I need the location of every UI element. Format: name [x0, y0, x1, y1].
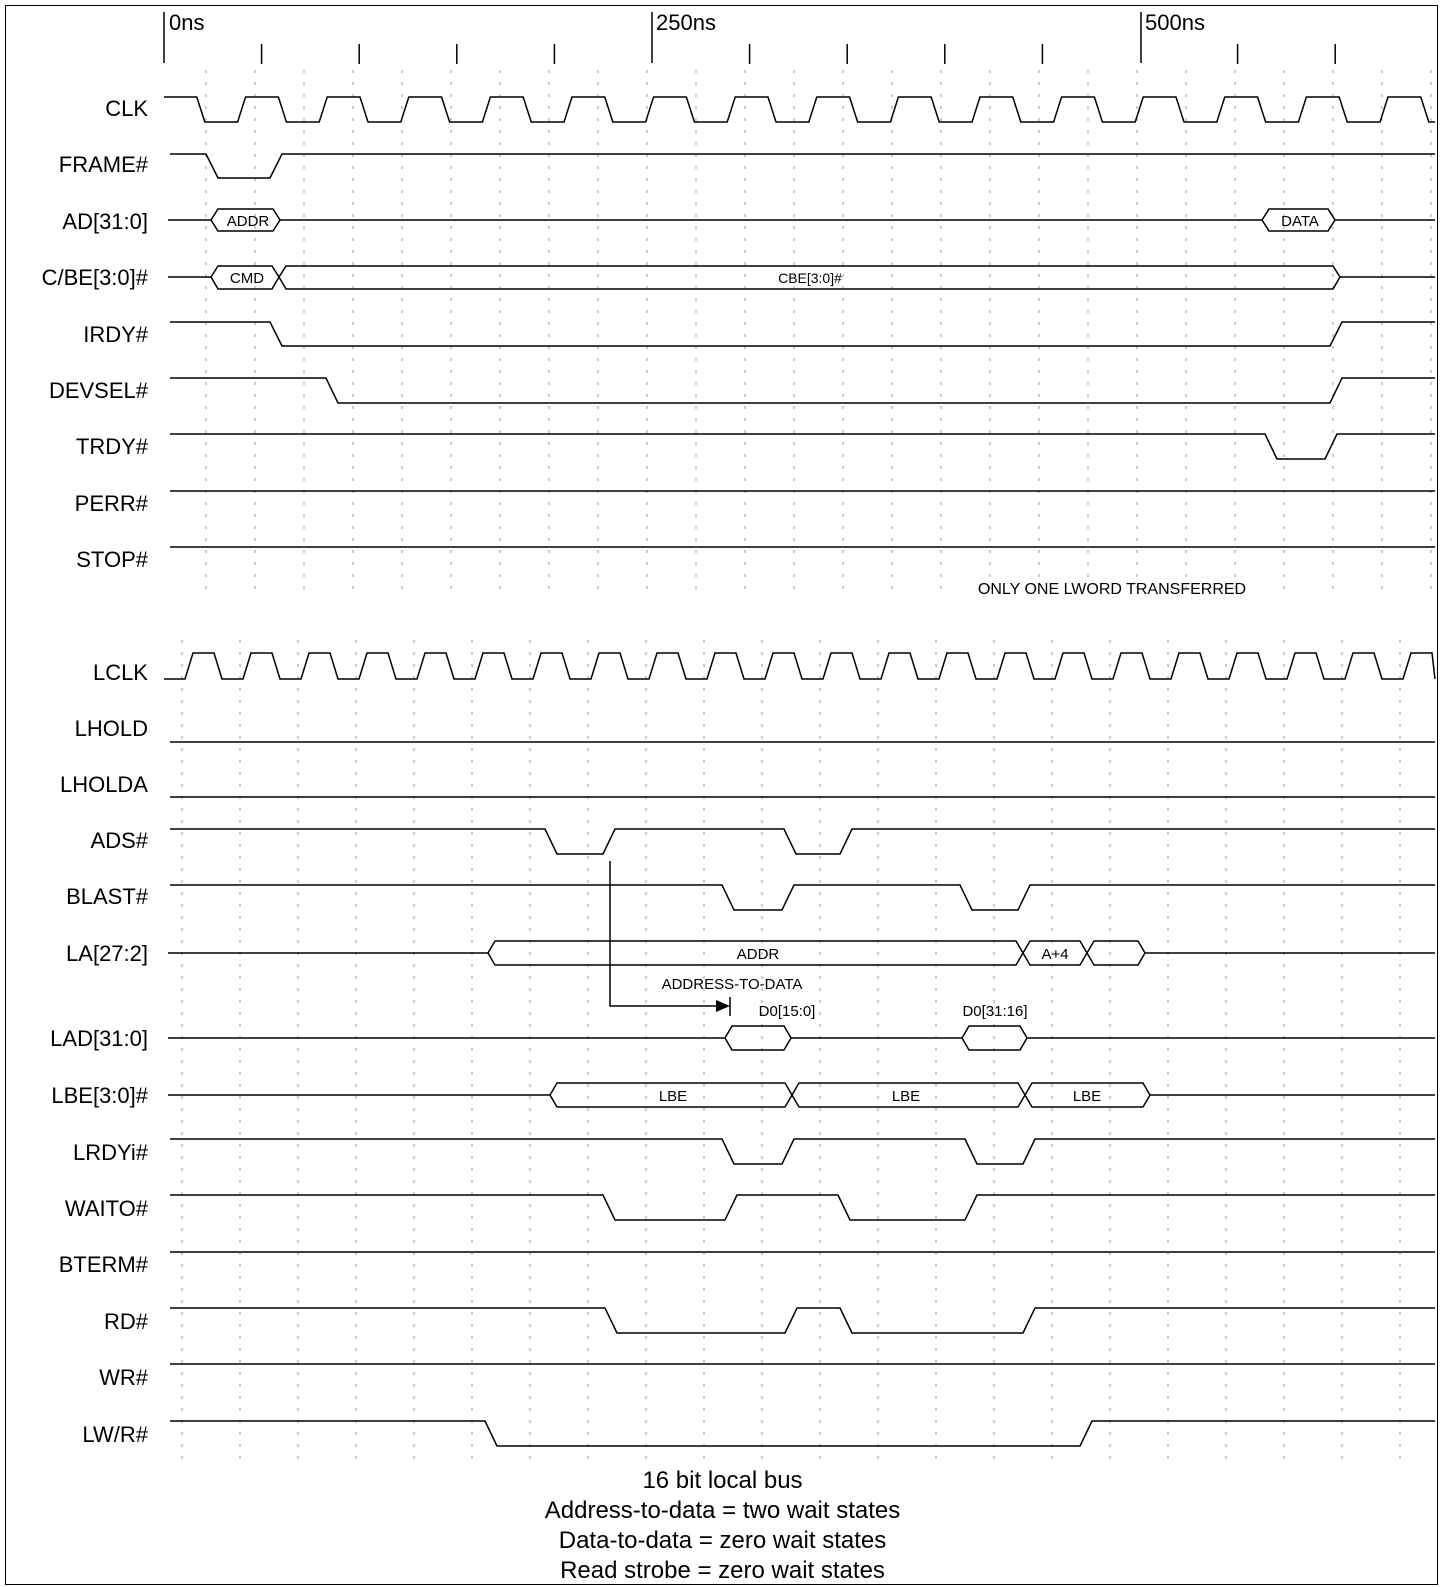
signal-labels: CLK FRAME# AD[31:0] C/BE[3:0]# IRDY# DEV… [42, 96, 149, 1447]
wave-rd [170, 1307, 1435, 1334]
axis-label-250ns: 250ns [656, 10, 716, 35]
lad-d1-label: D0[31:16] [962, 1003, 1027, 1020]
signal-label-perr: PERR# [75, 491, 149, 516]
wave-trdy [170, 433, 1435, 460]
wave-lrdyi [170, 1138, 1435, 1165]
ad-addr-label: ADDR [227, 213, 270, 230]
wave-ads [170, 828, 1435, 855]
signal-label-waito: WAITO# [65, 1196, 149, 1221]
signal-label-wr: WR# [99, 1365, 149, 1390]
wave-lad-d0-bus [724, 1025, 792, 1051]
wave-la-next-bus [1086, 940, 1146, 966]
grid-lines [181, 70, 1432, 1460]
signal-label-lclk: LCLK [93, 660, 148, 685]
wave-waito [170, 1194, 1435, 1221]
cbe-cmd-label: CMD [230, 270, 264, 287]
signal-label-la: LA[27:2] [66, 941, 148, 966]
address-to-data-label: ADDRESS-TO-DATA [662, 976, 803, 993]
lbe-label-3: LBE [1073, 1088, 1101, 1105]
caption-line-4: Read strobe = zero wait states [560, 1557, 885, 1584]
signal-label-clk: CLK [105, 96, 148, 121]
cbe-value-label: CBE[3:0]# [778, 270, 842, 286]
wave-irdy [170, 321, 1435, 347]
signal-label-devsel: DEVSEL# [49, 378, 149, 403]
signal-label-irdy: IRDY# [83, 322, 149, 347]
signal-label-ads: ADS# [91, 828, 149, 853]
address-to-data-arrow-line [609, 861, 718, 1007]
signal-label-blast: BLAST# [66, 884, 149, 909]
ad-data-label: DATA [1281, 213, 1319, 230]
caption-line-2: Address-to-data = two wait states [544, 1497, 901, 1524]
signal-label-frame: FRAME# [59, 152, 149, 177]
lbe-label-1: LBE [659, 1088, 687, 1105]
diagram-frame [5, 5, 1438, 1585]
lad-d0-label: D0[15:0] [759, 1003, 816, 1020]
la-a4-label: A+4 [1041, 946, 1068, 963]
signal-label-lrdyi: LRDYi# [73, 1140, 149, 1165]
signal-label-lwr: LW/R# [82, 1422, 148, 1447]
wave-blast [170, 884, 1435, 911]
signal-label-trdy: TRDY# [76, 434, 149, 459]
axis-label-500ns: 500ns [1145, 10, 1205, 35]
signal-label-rd: RD# [104, 1309, 149, 1334]
lbe-label-2: LBE [892, 1088, 920, 1105]
time-axis: 0ns 250ns 500ns [163, 10, 1336, 64]
wave-frame [170, 153, 1435, 179]
axis-label-0ns: 0ns [169, 10, 204, 35]
caption-line-3: Data-to-data = zero wait states [558, 1527, 887, 1554]
transfer-note: ONLY ONE LWORD TRANSFERRED [978, 581, 1246, 598]
signal-label-stop: STOP# [76, 547, 149, 572]
caption-line-1: 16 bit local bus [642, 1467, 803, 1494]
signal-label-lhold: LHOLD [75, 716, 148, 741]
la-addr-label: ADDR [737, 946, 780, 963]
waveforms [168, 153, 1435, 1447]
signal-label-lad: LAD[31:0] [50, 1026, 148, 1051]
signal-label-bterm: BTERM# [59, 1252, 149, 1277]
signal-label-ad: AD[31:0] [62, 209, 148, 234]
wave-lwr [170, 1420, 1435, 1447]
signal-label-cbe: C/BE[3:0]# [42, 265, 149, 290]
bus-labels: ADDR DATA CMD CBE[3:0]# ADDR A+4 D0[15:0… [227, 213, 1319, 1105]
signal-label-lbe: LBE[3:0]# [51, 1083, 148, 1108]
wave-lclk [164, 652, 1436, 680]
wave-clk [164, 96, 1435, 123]
wave-devsel [170, 377, 1435, 404]
address-to-data-arrow-head [716, 1000, 730, 1012]
signal-label-lholda: LHOLDA [60, 772, 148, 797]
